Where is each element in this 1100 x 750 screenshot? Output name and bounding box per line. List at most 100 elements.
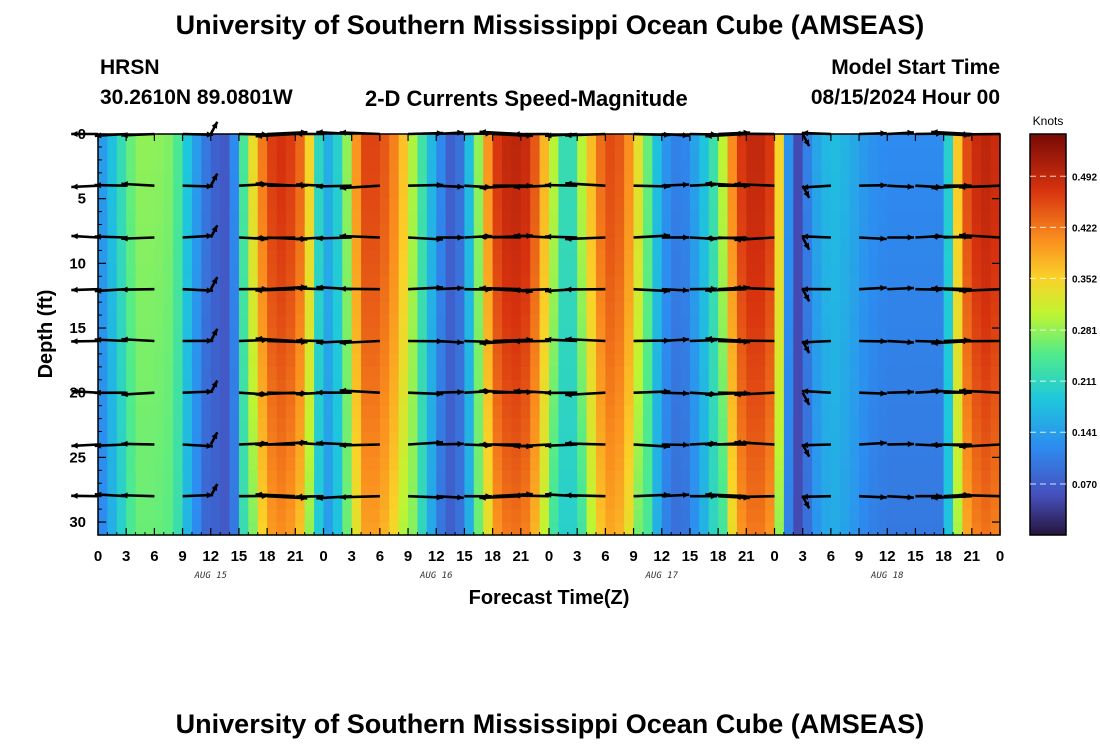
heatmap-cell <box>191 328 202 342</box>
heatmap-cell <box>276 444 287 458</box>
heatmap-cell <box>530 522 541 536</box>
heatmap-cell <box>182 237 193 252</box>
heatmap-cell <box>605 224 616 239</box>
heatmap-cell <box>915 237 926 252</box>
heatmap-cell <box>539 470 550 484</box>
x-date-label: AUG 16 <box>419 571 453 581</box>
heatmap-cell <box>614 457 625 471</box>
heatmap-cell <box>201 444 212 458</box>
heatmap-cell <box>783 211 794 226</box>
heatmap-cell <box>802 263 813 277</box>
current-vector-head <box>339 233 346 240</box>
heatmap-cell <box>830 172 841 187</box>
heatmap-cell <box>436 250 447 264</box>
heatmap-cell <box>464 185 475 200</box>
heatmap-cell <box>624 470 635 484</box>
heatmap-cell <box>492 444 503 458</box>
x-tick-label: 12 <box>879 548 896 565</box>
heatmap-cell <box>342 379 353 394</box>
heatmap-cell <box>633 379 644 394</box>
heatmap-cell <box>455 185 466 200</box>
heatmap-cell <box>680 237 691 252</box>
heatmap-cell <box>774 470 785 484</box>
heatmap-cell <box>746 379 757 394</box>
heatmap-cell <box>173 405 184 420</box>
heatmap-cell <box>163 496 174 510</box>
heatmap-cell <box>567 328 578 342</box>
heatmap-cell <box>877 263 888 277</box>
heatmap-cell <box>426 392 437 407</box>
heatmap-cell <box>229 276 240 290</box>
heatmap-cell <box>812 418 823 433</box>
heatmap-cell <box>455 211 466 226</box>
heatmap-cell <box>220 146 231 161</box>
current-vector-head <box>880 390 887 397</box>
heatmap-cell <box>426 496 437 510</box>
x-tick-label: 9 <box>178 548 186 565</box>
heatmap-cell <box>849 198 860 213</box>
heatmap-cell <box>116 379 127 394</box>
heatmap-cell <box>633 418 644 433</box>
heatmap-cell <box>802 470 813 484</box>
heatmap-cell <box>765 302 776 316</box>
heatmap-cell <box>276 340 287 355</box>
heatmap-cell <box>652 509 663 523</box>
heatmap-cell <box>116 328 127 342</box>
heatmap-cell <box>520 172 531 187</box>
heatmap-cell <box>595 315 606 329</box>
heatmap-cell <box>426 431 437 446</box>
heatmap-cell <box>699 522 710 536</box>
current-vector-head <box>565 286 572 293</box>
heatmap-cell <box>285 470 296 484</box>
heatmap-cell <box>746 315 757 329</box>
heatmap-cell <box>605 509 616 523</box>
heatmap-cell <box>859 431 870 446</box>
heatmap-cell <box>267 172 278 187</box>
heatmap-cell <box>586 496 597 510</box>
heatmap-cell <box>915 496 926 510</box>
heatmap-cell <box>455 483 466 497</box>
heatmap-cell <box>962 315 973 329</box>
current-vector-head <box>206 183 214 190</box>
heatmap-cell <box>295 159 306 174</box>
heatmap-cell <box>614 185 625 200</box>
heatmap-cell <box>370 263 381 277</box>
heatmap-cell <box>962 340 973 355</box>
heatmap-cell <box>680 405 691 420</box>
heatmap-cell <box>530 509 541 523</box>
heatmap-cell <box>859 250 870 264</box>
heatmap-cell <box>727 185 738 200</box>
heatmap-cell <box>990 211 1001 226</box>
current-vector-head <box>316 284 323 291</box>
heatmap-cell <box>595 289 606 303</box>
heatmap-cell <box>671 211 682 226</box>
heatmap-cell <box>774 185 785 200</box>
heatmap-cell <box>840 379 851 394</box>
heatmap-cell <box>830 315 841 329</box>
heatmap-cell <box>906 211 917 226</box>
heatmap-cell <box>830 470 841 484</box>
heatmap-cell <box>821 509 832 523</box>
current-vector-head <box>880 235 887 242</box>
heatmap-cell <box>887 483 898 497</box>
x-tick-label: 6 <box>601 548 609 565</box>
current-vector-head <box>959 232 966 239</box>
heatmap-cell <box>370 457 381 471</box>
heatmap-cell <box>492 392 503 407</box>
heatmap-cell <box>238 146 249 161</box>
heatmap-cell <box>633 172 644 187</box>
current-vector-head <box>803 139 810 147</box>
heatmap-cell <box>455 418 466 433</box>
heatmap-cell <box>943 392 954 407</box>
heatmap-cell <box>849 405 860 420</box>
heatmap-cell <box>483 315 494 329</box>
heatmap-cell <box>238 237 249 252</box>
heatmap-cell <box>765 315 776 329</box>
heatmap-cell <box>586 224 597 239</box>
heatmap-cell <box>605 366 616 381</box>
heatmap-cell <box>417 302 428 316</box>
heatmap-cell <box>502 405 513 420</box>
heatmap-cell <box>595 146 606 161</box>
heatmap-cell <box>962 405 973 420</box>
heatmap-cell <box>436 263 447 277</box>
